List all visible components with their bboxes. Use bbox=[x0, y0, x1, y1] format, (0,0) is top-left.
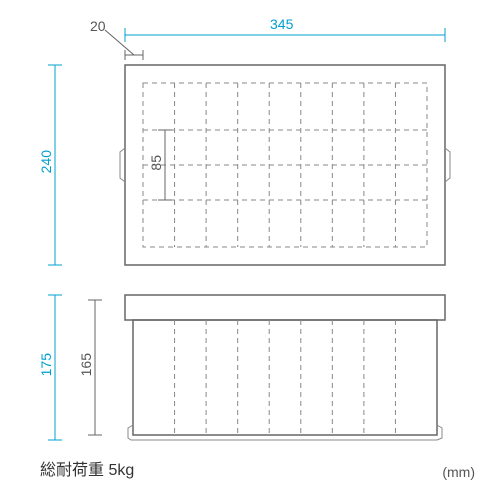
dim-label-345: 345 bbox=[270, 16, 293, 32]
load-capacity-label: 総耐荷重 5kg bbox=[40, 456, 134, 480]
dim-label-20: 20 bbox=[90, 18, 106, 34]
dim-label-165: 165 bbox=[78, 353, 94, 376]
diagram-canvas bbox=[0, 0, 500, 500]
dim-label-175: 175 bbox=[38, 353, 54, 376]
dim-label-85: 85 bbox=[148, 155, 164, 171]
dim-label-240: 240 bbox=[38, 150, 54, 173]
units-label: (mm) bbox=[442, 464, 475, 480]
top-view bbox=[120, 65, 450, 265]
dimension-lines bbox=[48, 28, 445, 440]
side-view bbox=[125, 295, 445, 440]
